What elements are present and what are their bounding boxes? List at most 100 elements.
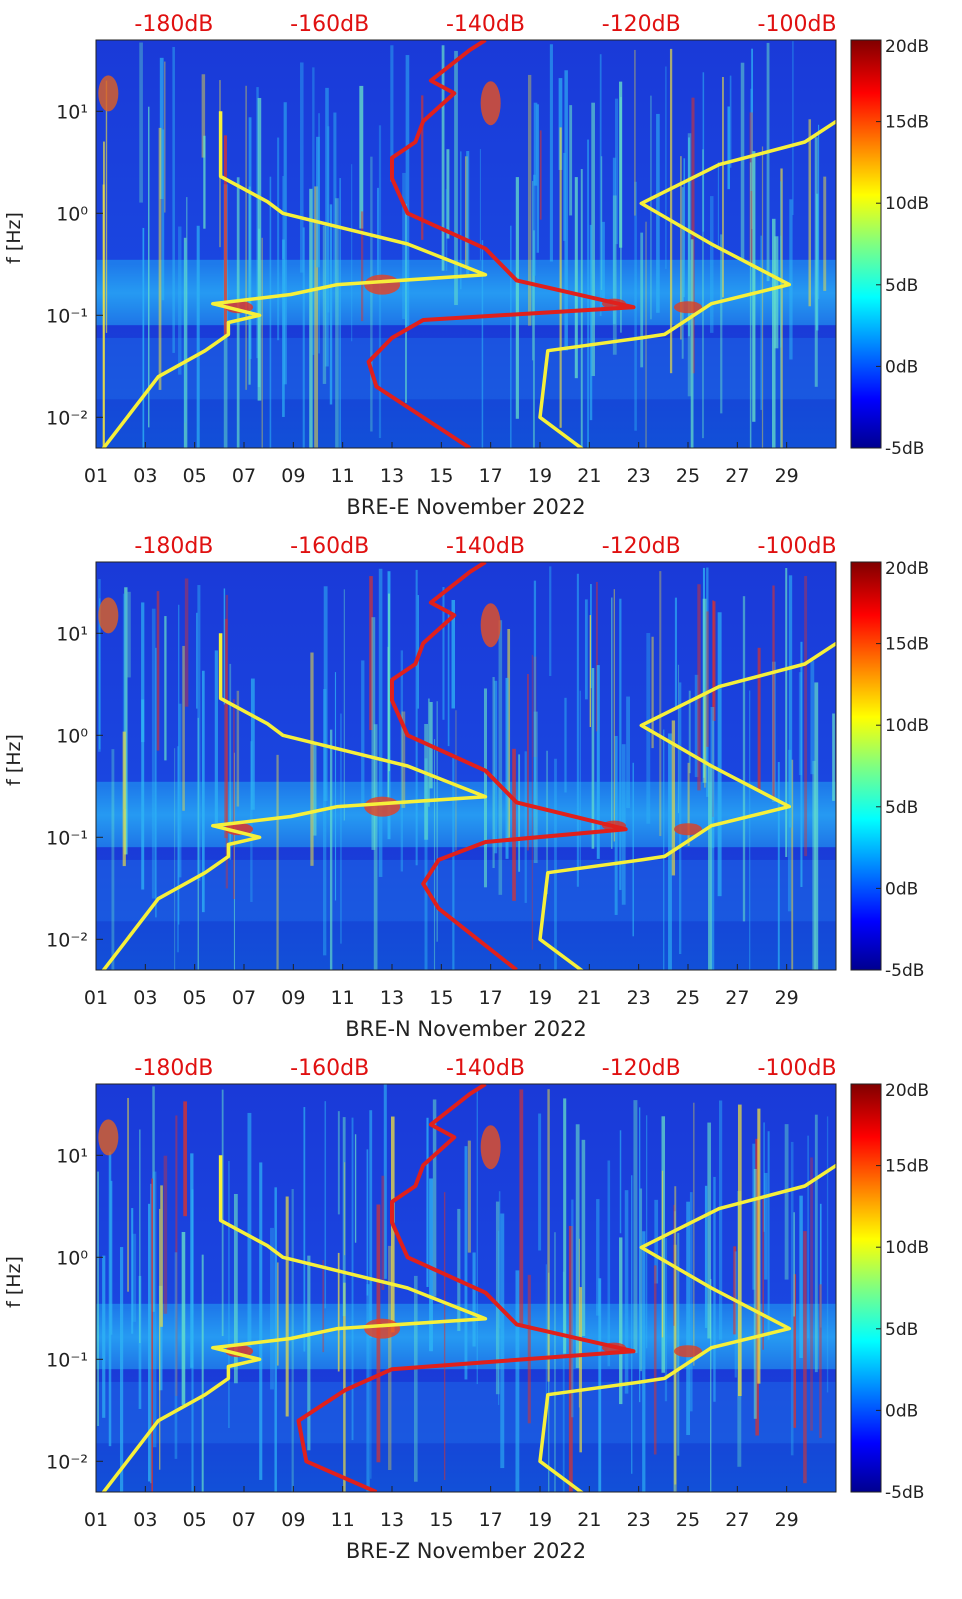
spectrogram-streak [762, 1197, 764, 1350]
y-tick-label: 10⁻¹ [46, 827, 88, 849]
spectrogram-streak [518, 754, 521, 872]
top-axis-db-label: -140dB [446, 1056, 525, 1081]
spectrogram-streak [598, 1278, 602, 1492]
spectrogram-streak [767, 1131, 770, 1340]
top-axis-db-label: -180dB [134, 12, 213, 37]
spectrogram-streak [619, 1130, 622, 1234]
spectrogram-streak [479, 149, 481, 261]
spectrogram-streak [159, 57, 164, 199]
spectrogram-streak [734, 1251, 737, 1378]
spectrogram-streak [704, 694, 706, 788]
x-tick-label: 15 [429, 1509, 453, 1531]
spectrogram-streak [446, 149, 450, 239]
spectrogram-streak [752, 151, 756, 422]
spectrogram-streak [285, 1196, 289, 1417]
spectrogram-streak [150, 1183, 152, 1484]
spectrogram-streak [359, 85, 364, 229]
y-tick-label: 10⁻² [46, 929, 88, 951]
spectrogram-streak [131, 1208, 134, 1334]
x-tick-label: 21 [577, 1509, 601, 1531]
spectrogram-streak [302, 227, 305, 448]
spectrogram-streak [452, 757, 455, 970]
x-tick-label: 25 [676, 987, 700, 1009]
spectrogram-streak [737, 1104, 742, 1397]
spectrogram-streak [576, 573, 579, 887]
spectrogram-streak [686, 1201, 691, 1436]
spectrogram-streak [148, 1203, 151, 1482]
spectrogram-streak [785, 568, 788, 858]
model-curve-yellow [101, 1155, 488, 1492]
spectrogram-streak [323, 689, 327, 956]
spectrogram-streak [587, 139, 589, 448]
spectrogram-streak [689, 1192, 693, 1412]
spectrogram-streak [441, 45, 445, 271]
spectrogram-streak [451, 599, 456, 709]
spectrogram-streak [228, 1160, 230, 1429]
plot-frame [95, 561, 837, 971]
spectrogram-streak [102, 1255, 106, 1418]
top-axis-db-label: -100dB [758, 12, 837, 37]
y-tick-label: 10⁻² [46, 407, 88, 429]
spectrogram-streak [804, 575, 808, 857]
spectrogram-streak [823, 176, 827, 291]
spectrogram-streak [127, 591, 131, 678]
spectrogram-streak [184, 578, 189, 707]
spectrogram-streak [178, 604, 180, 925]
spectrogram-streak [421, 95, 424, 240]
spectrogram-streak [248, 117, 252, 359]
spectrogram-streak [814, 1114, 818, 1373]
x-tick-label: 07 [232, 1509, 256, 1531]
spectrogram-streak [571, 1199, 574, 1418]
spectrogram-streak [460, 151, 462, 290]
x-tick-label: 11 [331, 987, 355, 1009]
spectrogram-streak [788, 575, 793, 828]
spectrogram-streak [515, 1270, 520, 1492]
spectrogram-hotspot [364, 1318, 401, 1339]
spectrogram-streak [596, 1199, 600, 1316]
spectrogram-streak [307, 1255, 311, 1451]
spectrogram-streak [500, 1213, 505, 1469]
spectrogram-streak [789, 199, 793, 360]
top-axis-db-label: -160dB [290, 1056, 369, 1081]
x-tick-label: 13 [380, 465, 404, 487]
spectrogram-streak [757, 647, 761, 791]
spectrogram-streak [527, 74, 532, 326]
x-tick-label: 29 [775, 987, 799, 1009]
spectrogram-streak [812, 760, 816, 970]
spectrogram-hotspot [480, 1125, 501, 1170]
top-axis-db-label: -180dB [134, 1056, 213, 1081]
top-axis-db-label: -100dB [758, 534, 837, 559]
spectrogram-streak [757, 1108, 761, 1384]
spectrogram-streak [727, 106, 730, 190]
x-tick-label: 13 [380, 1509, 404, 1531]
spectrogram-streak [619, 81, 623, 248]
spectrogram-streak [405, 55, 410, 328]
spectrogram-streak [807, 1135, 809, 1339]
spectrogram-streak [742, 596, 746, 922]
spectrogram-streak [661, 1170, 664, 1338]
spectrogram-streak [761, 146, 764, 448]
x-tick-label: 07 [232, 465, 256, 487]
spectrogram-streak [774, 236, 779, 349]
colorbar-tick-label: 15dB [885, 113, 929, 133]
spectrogram-streak [413, 1275, 418, 1482]
spectrogram-streak [569, 105, 573, 216]
x-tick-label: 15 [429, 987, 453, 1009]
spectrogram-streak [178, 703, 182, 878]
spectrogram-streak [749, 690, 751, 970]
x-tick-label: 25 [676, 1509, 700, 1531]
spectrogram-streak [515, 177, 519, 419]
x-tick-label: 23 [627, 465, 651, 487]
spectrogram-streak [457, 1208, 461, 1331]
spectrogram-streak [155, 647, 157, 918]
spectrogram-streak [707, 1122, 711, 1339]
y-tick-label: 10⁰ [56, 1247, 88, 1269]
spectrogram-streak [124, 587, 128, 855]
x-tick-label: 17 [479, 987, 503, 1009]
spectrogram-streak [611, 597, 613, 849]
x-tick-label: 19 [528, 465, 552, 487]
spectrogram-streak [339, 178, 341, 448]
spectrogram-hotspot [674, 1345, 702, 1358]
spectrogram-streak [105, 80, 108, 333]
spectrogram-streak [323, 586, 328, 801]
